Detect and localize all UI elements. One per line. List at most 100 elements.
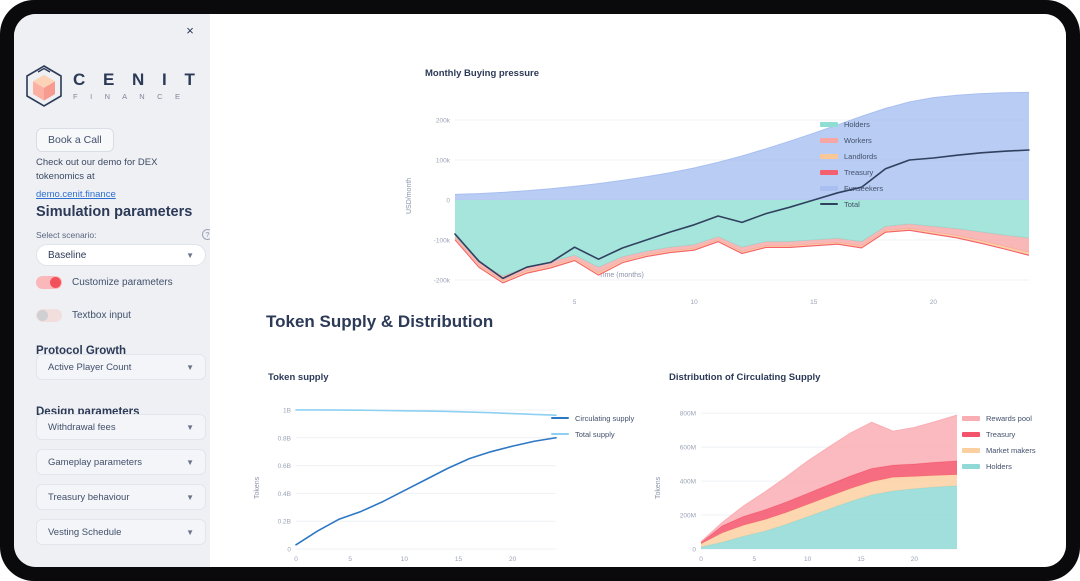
svg-text:-100k: -100k: [434, 238, 451, 245]
accordion-gameplay-parameters[interactable]: Gameplay parameters ▼: [36, 449, 206, 475]
legend-item-treasury[interactable]: Treasury: [820, 164, 883, 180]
svg-text:0: 0: [699, 556, 703, 563]
legend-item-holders[interactable]: Holders: [962, 458, 1036, 474]
brand-tagline: F I N A N C E: [73, 92, 186, 102]
legend-item-workers[interactable]: Workers: [820, 132, 883, 148]
brand-name: C E N I T: [73, 69, 202, 89]
chart-title-token-supply: Token supply: [268, 372, 329, 383]
chart-title-buying-pressure: Monthly Buying pressure: [425, 68, 540, 79]
legend-item-landlords[interactable]: Landlords: [820, 148, 883, 164]
svg-text:400M: 400M: [680, 479, 696, 486]
legend-label: Total supply: [575, 429, 615, 439]
svg-text:200k: 200k: [436, 118, 451, 125]
section-title: Token Supply & Distribution: [266, 312, 494, 331]
svg-text:100k: 100k: [436, 158, 451, 165]
toggle-textbox-input[interactable]: Textbox input: [36, 309, 131, 322]
scenario-select[interactable]: Baseline ▼: [36, 244, 206, 266]
chevron-down-icon: ▼: [186, 250, 194, 260]
legend-swatch-icon: [820, 137, 838, 143]
accordion-label: Active Player Count: [48, 361, 132, 373]
legend-item-holders[interactable]: Holders: [820, 116, 883, 132]
svg-text:0: 0: [692, 547, 696, 554]
svg-text:800M: 800M: [680, 411, 696, 418]
chevron-down-icon: ▼: [186, 457, 194, 467]
svg-text:0.8B: 0.8B: [278, 435, 291, 442]
toggle-customize-parameters-label: Customize parameters: [72, 277, 173, 288]
legend-item-funseekers[interactable]: Funseekers: [820, 180, 883, 196]
chart1-xlabel: Time (months): [599, 272, 644, 279]
chevron-down-icon: ▼: [186, 362, 194, 372]
svg-text:10: 10: [804, 556, 812, 563]
legend-label: Funseekers: [844, 183, 884, 193]
switch-off-icon: [36, 309, 62, 322]
chevron-down-icon: ▼: [186, 527, 194, 537]
toggle-textbox-input-label: Textbox input: [72, 310, 131, 321]
legend-label: Workers: [844, 135, 872, 145]
cube-hexagon-logo-icon: [26, 65, 62, 107]
svg-text:20: 20: [930, 299, 938, 306]
chart1-ylabel: USD/month: [406, 177, 413, 214]
legend-item-rewards-pool[interactable]: Rewards pool: [962, 410, 1036, 426]
close-icon[interactable]: ×: [180, 20, 200, 40]
accordion-active-player-count[interactable]: Active Player Count ▼: [36, 354, 206, 380]
toggle-customize-parameters[interactable]: Customize parameters: [36, 276, 173, 289]
legend-swatch-icon: [820, 169, 838, 175]
svg-text:0: 0: [446, 198, 450, 205]
svg-text:20: 20: [911, 556, 919, 563]
legend-item-market-makers[interactable]: Market makers: [962, 442, 1036, 458]
accordion-treasury-behaviour[interactable]: Treasury behaviour ▼: [36, 484, 206, 510]
accordion-label: Vesting Schedule: [48, 526, 122, 538]
legend-swatch-icon: [962, 431, 980, 437]
switch-on-icon: [36, 276, 62, 289]
legend-item-total-supply[interactable]: Total supply: [551, 426, 634, 442]
svg-text:10: 10: [691, 299, 699, 306]
svg-text:0.2B: 0.2B: [278, 519, 291, 526]
simulation-parameters-heading: Simulation parameters: [36, 204, 193, 220]
legend-label: Treasury: [986, 429, 1016, 439]
app-screen: × C E N I T F I N A N C E Book a Call Ch: [14, 14, 1066, 567]
legend-swatch-icon: [820, 185, 838, 191]
demo-link[interactable]: demo.cenit.finance: [36, 188, 116, 200]
legend-item-total[interactable]: Total: [820, 196, 883, 212]
legend-item-circulating-supply[interactable]: Circulating supply: [551, 410, 634, 426]
chart2-legend: Circulating supply Total supply: [551, 410, 634, 442]
demo-note-text: Check out our demo for DEX tokenomics at: [36, 157, 158, 183]
legend-label: Circulating supply: [575, 413, 635, 423]
question-circle-icon[interactable]: ?: [202, 229, 210, 240]
book-a-call-button[interactable]: Book a Call: [36, 128, 114, 152]
svg-text:0: 0: [287, 547, 291, 554]
accordion-label: Treasury behaviour: [48, 491, 130, 503]
svg-text:1B: 1B: [283, 407, 291, 414]
legend-label: Rewards pool: [986, 413, 1032, 423]
legend-swatch-icon: [551, 433, 569, 435]
accordion-label: Withdrawal fees: [48, 421, 116, 433]
chart3-ylabel: Tokens: [655, 476, 662, 499]
legend-label: Total: [844, 199, 860, 209]
legend-label: Market makers: [986, 445, 1036, 455]
legend-item-treasury[interactable]: Treasury: [962, 426, 1036, 442]
sidebar: × C E N I T F I N A N C E Book a Call Ch: [14, 14, 210, 567]
svg-text:5: 5: [573, 299, 577, 306]
main-content: Monthly Buying pressure USD/month Time (…: [210, 14, 1066, 567]
legend-swatch-icon: [820, 121, 838, 127]
accordion-withdrawal-fees[interactable]: Withdrawal fees ▼: [36, 414, 206, 440]
chart2-ylabel: Tokens: [254, 476, 261, 499]
legend-label: Holders: [986, 461, 1012, 471]
svg-text:0.4B: 0.4B: [278, 491, 291, 498]
svg-text:600M: 600M: [680, 445, 696, 452]
legend-swatch-icon: [820, 203, 838, 205]
accordion-vesting-schedule[interactable]: Vesting Schedule ▼: [36, 519, 206, 545]
legend-swatch-icon: [962, 447, 980, 453]
brand-logo: C E N I T F I N A N C E: [24, 64, 201, 108]
legend-swatch-icon: [962, 415, 980, 421]
chevron-down-icon: ▼: [186, 422, 194, 432]
legend-label: Landlords: [844, 151, 877, 161]
svg-text:5: 5: [348, 556, 352, 563]
legend-swatch-icon: [962, 463, 980, 469]
accordion-label: Gameplay parameters: [48, 456, 142, 468]
chart-buying-pressure: -200k -100k 0 100k 200k 5 10 15 20: [434, 91, 1030, 306]
scenario-select-value: Baseline: [48, 249, 87, 261]
legend-swatch-icon: [820, 153, 838, 159]
chart3-legend: Rewards pool Treasury Market makers Holders: [962, 410, 1036, 474]
